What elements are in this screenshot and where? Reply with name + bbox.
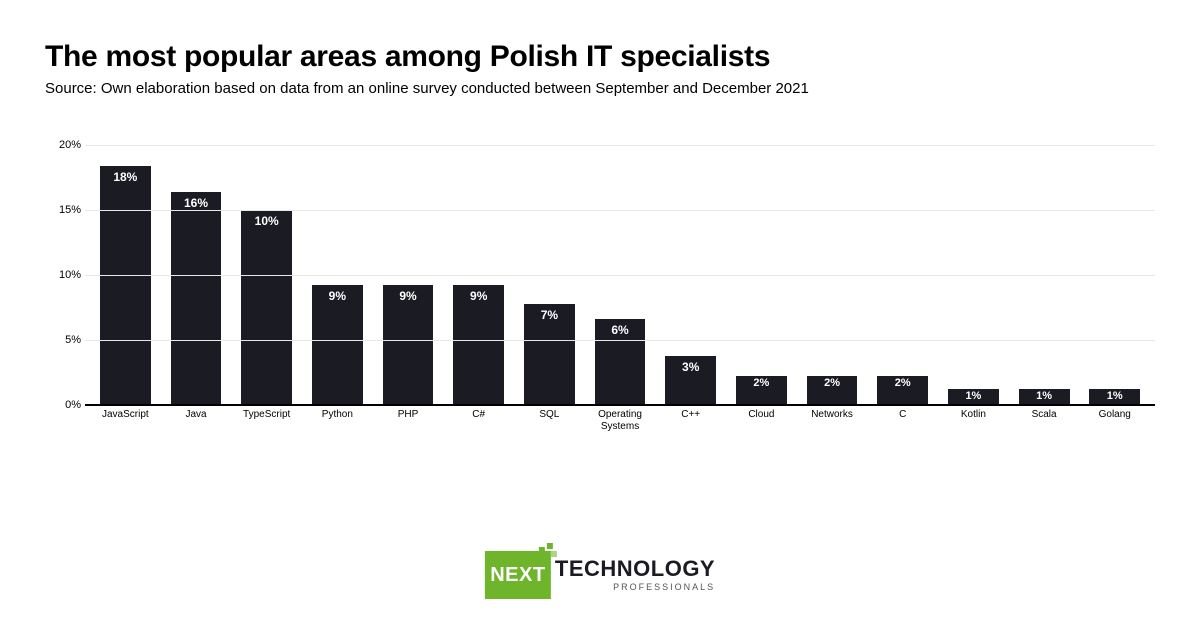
bar: 9%	[453, 285, 504, 405]
bar: 1%	[1019, 389, 1070, 405]
bar: 1%	[948, 389, 999, 405]
bar-value-label: 2%	[736, 377, 787, 389]
bar: 2%	[807, 376, 858, 405]
bar: 3%	[665, 356, 716, 405]
bar-value-label: 1%	[1089, 390, 1140, 402]
bar: 7%	[524, 304, 575, 405]
gridline	[85, 210, 1155, 211]
page-root: The most popular areas among Polish IT s…	[0, 0, 1200, 627]
bar-value-label: 6%	[595, 323, 646, 337]
bar-value-label: 18%	[100, 170, 151, 184]
bar-value-label: 1%	[948, 390, 999, 402]
y-tick-label: 5%	[65, 334, 81, 346]
x-axis-label: TypeScript	[231, 409, 302, 433]
gridline	[85, 145, 1155, 146]
bar-value-label: 9%	[312, 289, 363, 303]
x-axis-label: JavaScript	[90, 409, 161, 433]
logo-next-text: NEXT	[490, 564, 545, 587]
y-axis: 0%5%10%15%20%	[45, 145, 85, 405]
bar: 9%	[383, 285, 434, 405]
bar-value-label: 1%	[1019, 390, 1070, 402]
bar: 10%	[241, 210, 292, 405]
chart-subtitle: Source: Own elaboration based on data fr…	[45, 80, 1155, 97]
gridline	[85, 275, 1155, 276]
bar: 2%	[877, 376, 928, 405]
bar-value-label: 2%	[877, 377, 928, 389]
chart-title: The most popular areas among Polish IT s…	[45, 40, 1155, 74]
bar-value-label: 2%	[807, 377, 858, 389]
bar-value-label: 9%	[453, 289, 504, 303]
bar-value-label: 3%	[665, 360, 716, 374]
x-axis-label: C++	[655, 409, 726, 433]
logo-tech-text: TECHNOLOGY	[555, 558, 715, 580]
x-axis-label: Networks	[797, 409, 868, 433]
x-axis-label: OperatingSystems	[585, 409, 656, 433]
x-axis-label: C#	[443, 409, 514, 433]
gridline	[85, 340, 1155, 341]
bar-value-label: 16%	[171, 196, 222, 210]
x-axis-label: Scala	[1009, 409, 1080, 433]
y-tick-label: 15%	[59, 204, 81, 216]
x-axis-labels: JavaScriptJavaTypeScriptPythonPHPC#SQLOp…	[85, 409, 1155, 433]
bar: 9%	[312, 285, 363, 405]
brand-logo: NEXT TECHNOLOGY PROFESSIONALS	[485, 551, 715, 599]
chart-container: 0%5%10%15%20% 18%16%10%9%9%9%7%6%3%2%2%2…	[45, 145, 1155, 445]
bar-value-label: 9%	[383, 289, 434, 303]
x-axis-label: Java	[161, 409, 232, 433]
plot-area: 18% 16% 10% 9% 9% 9% 7% 6% 3% 2% 2% 2% 1% 1% 1%	[85, 145, 1155, 405]
x-axis-label: PHP	[373, 409, 444, 433]
x-axis-label: SQL	[514, 409, 585, 433]
x-axis-label: Kotlin	[938, 409, 1009, 433]
x-axis-label: Golang	[1079, 409, 1150, 433]
logo-text-block: TECHNOLOGY PROFESSIONALS	[555, 558, 715, 592]
y-tick-label: 0%	[65, 399, 81, 411]
bar-value-label: 7%	[524, 308, 575, 322]
y-tick-label: 10%	[59, 269, 81, 281]
x-axis-label: Python	[302, 409, 373, 433]
bar: 2%	[736, 376, 787, 405]
bar-value-label: 10%	[241, 214, 292, 228]
x-axis-label: Cloud	[726, 409, 797, 433]
bar: 6%	[595, 319, 646, 405]
x-axis-baseline	[85, 404, 1155, 406]
y-tick-label: 20%	[59, 139, 81, 151]
logo-prof-text: PROFESSIONALS	[555, 582, 715, 592]
logo-mark: NEXT	[485, 551, 551, 599]
x-axis-label: C	[867, 409, 938, 433]
bar: 16%	[171, 192, 222, 405]
bar: 18%	[100, 166, 151, 405]
bar: 1%	[1089, 389, 1140, 405]
